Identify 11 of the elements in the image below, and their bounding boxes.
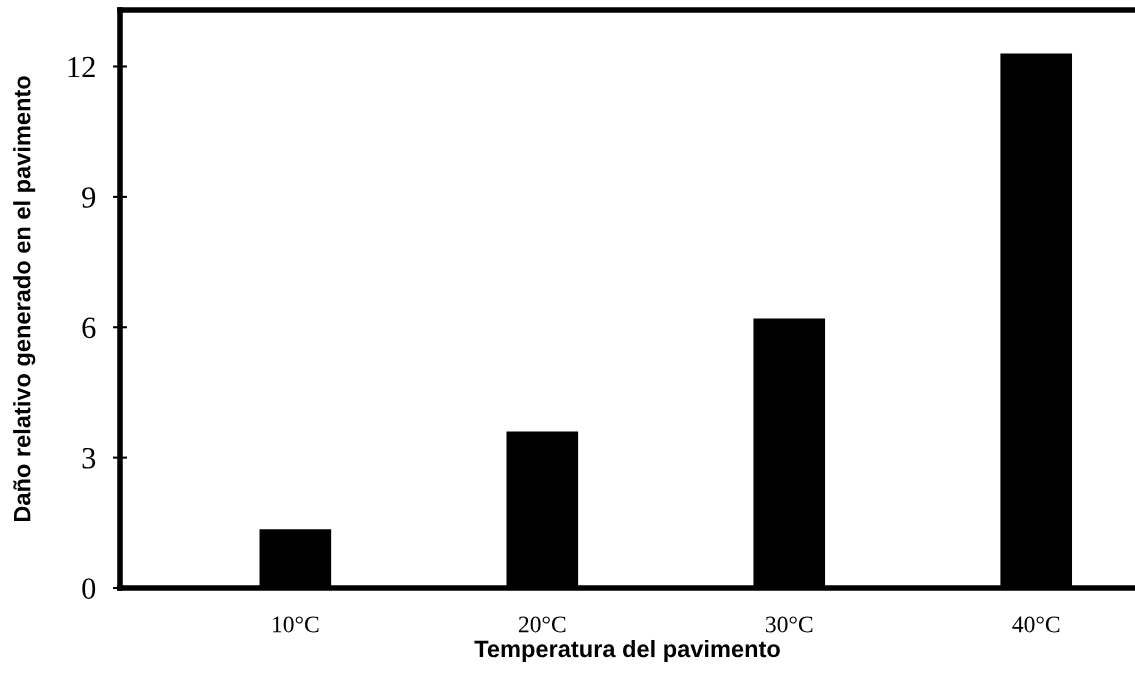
y-tick-label: 6: [82, 317, 96, 339]
x-tick-label: 10°C: [273, 616, 319, 633]
x-tick-label: 20°C: [518, 616, 566, 633]
x-axis-title: Temperatura del pavimento: [474, 639, 780, 662]
y-tick-label: 12: [68, 56, 95, 78]
y-tick-label: 3: [82, 447, 96, 469]
y-tick-label: 9: [82, 187, 96, 208]
x-tick-label: 30°C: [765, 616, 813, 633]
x-tick-label: 40°C: [1012, 616, 1060, 633]
y-axis-title: Daño relativo generado en el pavimento: [13, 76, 36, 522]
y-tick-label: 0: [82, 578, 96, 599]
